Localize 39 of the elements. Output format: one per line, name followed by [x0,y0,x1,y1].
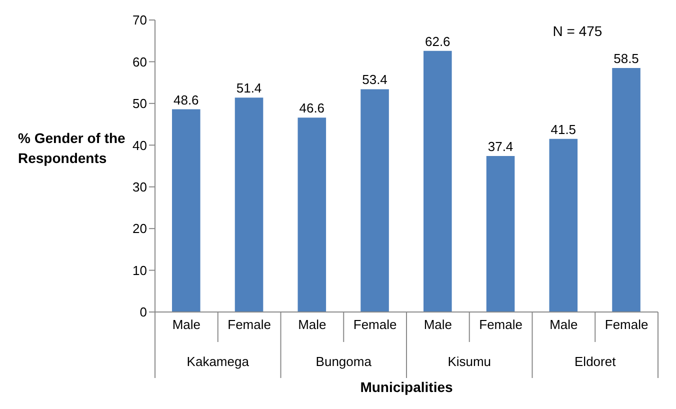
bar [298,118,326,312]
bar [486,156,515,312]
y-tick-label: 60 [132,54,147,70]
text: Kisumu [448,354,492,369]
x-tick-label: Male [550,317,578,332]
x-tick-label: Male [172,317,201,332]
data-label: 48.6 [173,92,199,108]
y-tick-label: 20 [132,221,147,236]
bar [549,138,578,312]
y-tick-label: 30 [132,179,147,194]
x-tick-label: Female [353,317,397,332]
x-tick-label: Female [228,317,271,332]
y-tick-label: 50 [132,96,147,112]
data-label: 53.4 [362,72,388,88]
text: Eldoret [574,354,616,369]
bar [360,89,389,312]
text: Kakamega [186,354,250,369]
bar [172,109,200,312]
bar [234,98,264,312]
data-label: 62.6 [424,34,450,49]
x-tick-label: Female [604,317,648,332]
y-axis-title: % Gender of the Respondents [18,130,126,166]
x-tick-label: Male [424,317,452,332]
data-label: 41.5 [550,122,576,137]
text: Bungoma [316,354,372,369]
x-tick-label: Male [298,317,326,332]
x-tick-label: Female [479,317,522,332]
data-label: 46.6 [299,100,325,116]
data-label: 37.4 [488,138,514,154]
x-axis-title: Municipalities [359,379,454,395]
y-tick-label: 40 [132,138,147,153]
y-tick-label: 10 [132,262,147,278]
data-label: 51.4 [236,80,262,96]
bar [424,50,452,312]
annotation: N = 475 [552,23,602,39]
y-tick-label: 70 [132,12,147,28]
data-label: 58.5 [614,50,639,66]
bar [612,68,640,312]
y-tick-label: 0 [140,304,147,320]
